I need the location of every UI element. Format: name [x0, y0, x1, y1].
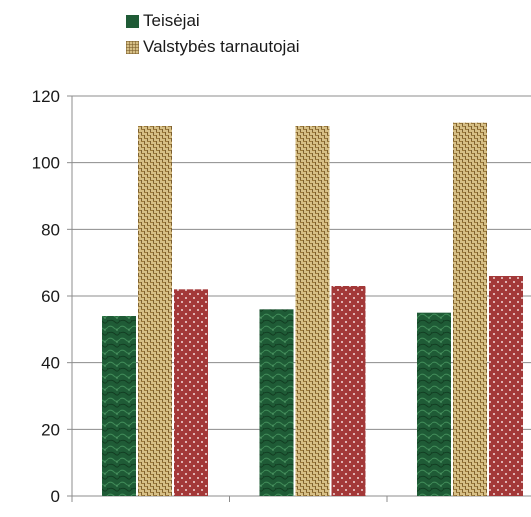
- legend-label-1: Valstybės tarnautojai: [143, 37, 300, 56]
- bar-series-1-cat-2: [453, 122, 487, 497]
- legend-item-0: Teisėjai: [126, 8, 300, 34]
- y-tick-label-20: 20: [41, 420, 60, 439]
- bar-series-0-cat-0: [102, 316, 136, 496]
- y-tick-label-100: 100: [32, 154, 60, 173]
- legend-label-0: Teisėjai: [143, 11, 200, 30]
- y-tick-label-40: 40: [41, 354, 60, 373]
- y-tick-label-80: 80: [41, 220, 60, 239]
- legend-swatch-1: [126, 40, 139, 54]
- bar-series-2-cat-1: [331, 286, 366, 496]
- legend-item-1: Valstybės tarnautojai: [126, 34, 300, 60]
- y-tick-label-0: 0: [51, 487, 60, 506]
- y-axis: 0 20 40 60 80 100 120: [32, 87, 388, 506]
- bar-series-0-cat-1: [259, 309, 294, 496]
- bar-series-1-cat-0: [138, 126, 172, 496]
- bars: [102, 122, 523, 497]
- y-tick-label-120: 120: [32, 87, 60, 106]
- bar-series-0-cat-2: [417, 312, 451, 496]
- bar-series-2-cat-2: [489, 276, 523, 496]
- bar-series-2-cat-0: [174, 289, 208, 496]
- bar-series-1-cat-1: [295, 126, 330, 496]
- legend: Teisėjai Valstybės tarnautojai: [126, 8, 300, 60]
- y-tick-label-60: 60: [41, 287, 60, 306]
- legend-swatch-0: [126, 14, 139, 28]
